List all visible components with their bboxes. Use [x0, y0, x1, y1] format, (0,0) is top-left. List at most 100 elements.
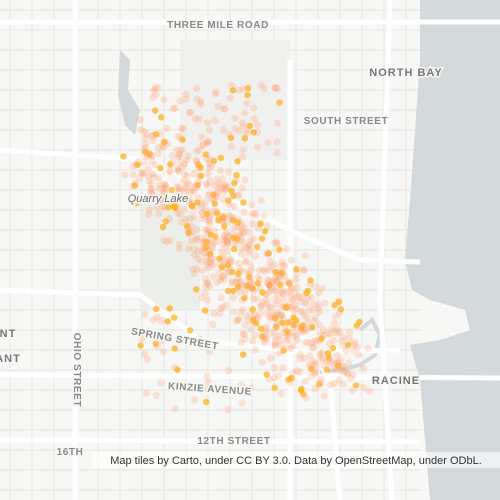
point	[263, 309, 271, 317]
point	[180, 171, 189, 179]
point	[249, 316, 257, 324]
point	[180, 206, 188, 214]
point	[218, 273, 226, 282]
point	[152, 203, 160, 211]
point	[152, 391, 160, 400]
point	[197, 215, 205, 223]
point	[278, 289, 287, 297]
point	[143, 153, 151, 161]
point	[230, 308, 238, 316]
point	[181, 189, 189, 197]
point	[197, 133, 205, 141]
point	[325, 339, 333, 348]
point	[231, 180, 238, 187]
point	[142, 134, 150, 142]
point	[180, 160, 188, 168]
point	[285, 376, 292, 383]
point	[285, 319, 292, 326]
point	[225, 200, 233, 208]
point	[191, 115, 199, 123]
point	[286, 299, 294, 307]
point	[238, 153, 246, 161]
airport	[180, 40, 290, 160]
point	[245, 241, 253, 249]
point	[309, 324, 316, 331]
point	[272, 268, 279, 276]
point	[259, 266, 267, 274]
point	[353, 344, 361, 352]
point	[264, 250, 272, 258]
point	[246, 246, 254, 254]
point	[204, 385, 212, 394]
point	[234, 316, 242, 324]
point	[145, 210, 153, 218]
point	[297, 325, 305, 332]
point	[238, 184, 246, 192]
point	[195, 115, 203, 123]
point	[174, 153, 182, 161]
point	[164, 318, 171, 325]
point	[230, 202, 238, 210]
point	[166, 236, 174, 244]
point	[165, 215, 173, 223]
point	[159, 203, 167, 212]
point	[276, 311, 284, 319]
point	[182, 90, 190, 98]
point	[253, 128, 261, 136]
point	[351, 341, 359, 349]
point	[149, 136, 157, 145]
point	[192, 156, 200, 164]
point	[279, 364, 287, 372]
point	[276, 99, 283, 106]
point	[270, 311, 278, 319]
point	[158, 336, 166, 344]
point	[276, 336, 284, 344]
point	[198, 234, 207, 242]
point	[219, 126, 228, 134]
point	[154, 84, 162, 92]
point	[209, 195, 217, 204]
point	[321, 299, 329, 307]
point	[159, 348, 168, 356]
point	[216, 182, 224, 190]
point	[234, 283, 242, 290]
point	[286, 287, 294, 295]
point	[290, 321, 297, 329]
point	[134, 161, 141, 168]
point	[192, 265, 200, 273]
point	[203, 238, 211, 246]
point	[198, 257, 206, 266]
point	[210, 239, 218, 247]
point	[275, 349, 283, 357]
point	[193, 236, 201, 244]
point	[337, 356, 345, 364]
point	[303, 289, 310, 297]
point	[157, 196, 165, 204]
point	[271, 325, 279, 333]
point	[253, 121, 261, 129]
point	[226, 94, 234, 102]
point	[318, 335, 325, 342]
point	[218, 248, 226, 256]
point	[162, 182, 170, 190]
point	[258, 358, 266, 366]
point	[265, 375, 273, 383]
point	[228, 187, 235, 195]
point	[139, 169, 147, 177]
point	[277, 341, 285, 349]
point	[215, 180, 223, 188]
point	[261, 267, 269, 275]
point	[263, 371, 270, 378]
point	[257, 302, 265, 310]
point	[291, 302, 299, 310]
point	[225, 367, 233, 375]
point	[217, 185, 225, 193]
point	[230, 245, 238, 253]
point	[198, 203, 206, 211]
point	[265, 277, 273, 285]
road-label: OHIO STREET	[71, 333, 82, 407]
point	[209, 273, 217, 281]
point	[197, 172, 205, 180]
point	[224, 247, 232, 255]
point	[289, 324, 297, 332]
